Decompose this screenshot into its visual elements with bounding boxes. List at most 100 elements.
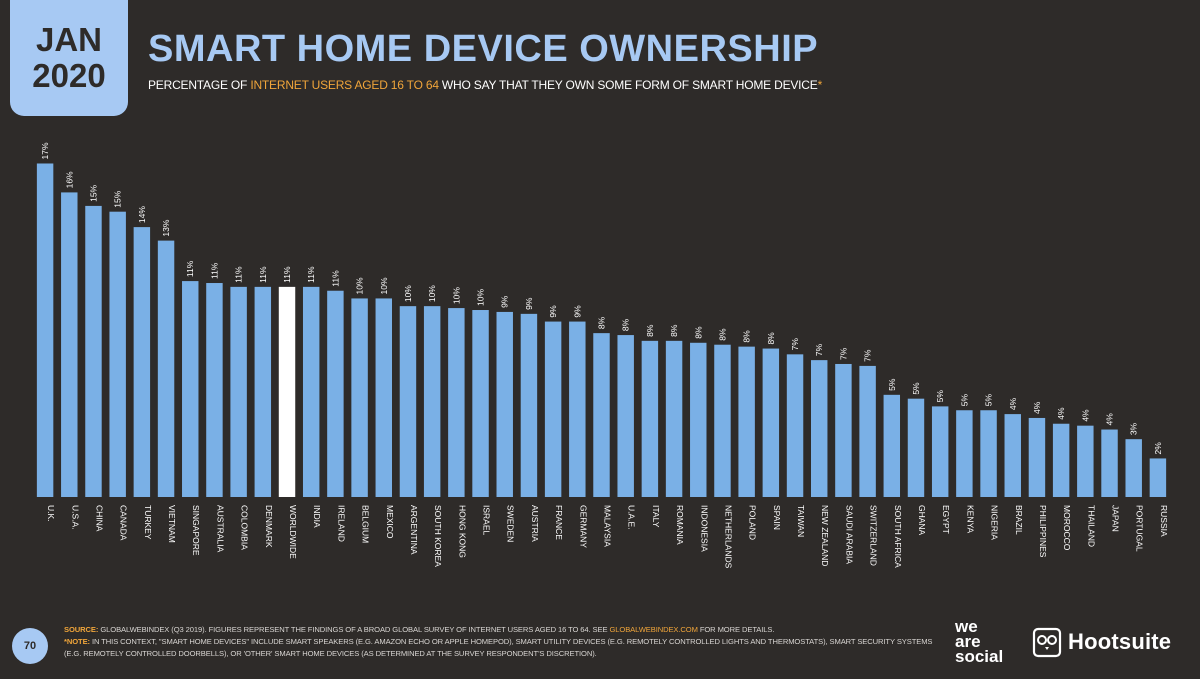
category-label-ireland: IRELAND	[336, 505, 346, 542]
bar-portugal	[1125, 439, 1142, 497]
source-text: GLOBALWEBINDEX (Q3 2019). FIGURES REPRES…	[98, 625, 610, 634]
category-label-netherlands: NETHERLANDS	[723, 505, 733, 569]
value-label-poland: 8%	[742, 330, 752, 343]
category-label-canada: CANADA	[119, 505, 129, 541]
note-text: IN THIS CONTEXT, "SMART HOME DEVICES" IN…	[64, 637, 933, 658]
value-label-japan: 4%	[1105, 413, 1115, 426]
value-label-denmark: 11%	[258, 266, 268, 283]
value-label-saudi-arabia: 7%	[838, 347, 848, 360]
value-label-israel: 10%	[476, 289, 486, 306]
bar-argentina	[399, 306, 417, 497]
value-label-philippines: 4%	[1032, 401, 1042, 414]
category-labels-group: U.K. U.S.A. CHINA CANADA TURKEY VIETNAM SINGAP…	[46, 505, 1169, 569]
bar-indonesia	[690, 342, 707, 497]
page-number-badge: 70	[12, 628, 48, 664]
hootsuite-logo: Hootsuite	[1032, 624, 1171, 660]
bar-brazil	[1004, 414, 1021, 497]
bar-belgium	[351, 298, 368, 497]
category-label-u-k: U.K.	[46, 505, 56, 522]
bar-italy	[641, 340, 659, 497]
category-label-romania: ROMANIA	[675, 505, 685, 545]
value-label-italy: 8%	[645, 324, 655, 337]
category-label-denmark: DENMARK	[264, 505, 274, 548]
category-label-nigeria: NIGERIA	[990, 505, 1000, 540]
bar-new-zealand	[811, 360, 828, 497]
bar-philippines	[1028, 417, 1046, 497]
brand-was-line-1: we	[955, 617, 978, 636]
category-label-india: INDIA	[312, 505, 322, 528]
value-label-u-k: 17%	[40, 142, 50, 159]
value-label-china: 15%	[88, 184, 98, 201]
owl-icon	[1032, 627, 1062, 658]
bar-turkey	[133, 227, 151, 498]
value-label-brazil: 4%	[1008, 397, 1018, 410]
bar-ireland	[327, 290, 344, 497]
value-label-russia: 2%	[1153, 442, 1163, 455]
value-label-spain: 8%	[766, 332, 776, 345]
category-label-philippines: PHILIPPINES	[1038, 505, 1048, 558]
category-label-brazil: BRAZIL	[1014, 505, 1024, 535]
subtitle-suffix: WHO SAY THAT THEY OWN SOME FORM OF SMART…	[438, 78, 818, 92]
bar-south-korea	[423, 306, 441, 497]
bar-thailand	[1077, 425, 1094, 497]
value-label-indonesia: 8%	[693, 326, 703, 339]
category-label-u-a-e: U.A.E.	[627, 505, 637, 530]
category-label-italy: ITALY	[651, 505, 661, 528]
value-label-ireland: 11%	[330, 270, 340, 287]
page-number: 70	[23, 640, 37, 652]
category-label-hong-kong: HONG KONG	[457, 505, 467, 558]
category-label-argentina: ARGENTINA	[409, 505, 419, 555]
bar-egypt	[931, 406, 949, 497]
subtitle-prefix: PERCENTAGE OF	[148, 78, 251, 92]
value-label-romania: 8%	[669, 324, 679, 337]
bar-colombia	[230, 286, 247, 497]
bar-denmark	[254, 286, 272, 497]
value-label-nigeria: 5%	[984, 394, 994, 407]
category-label-austria: AUSTRIA	[530, 505, 540, 542]
source-end: FOR MORE DETAILS.	[697, 625, 775, 634]
bar-russia	[1149, 458, 1167, 497]
value-label-u-a-e: 8%	[621, 318, 631, 331]
value-label-canada: 15%	[113, 190, 123, 207]
bar-hong-kong	[448, 308, 465, 497]
value-label-kenya: 5%	[959, 394, 969, 407]
source-label: SOURCE:	[64, 625, 99, 634]
category-label-thailand: THAILAND	[1086, 505, 1096, 547]
date-month: JAN	[35, 21, 103, 58]
bar-japan	[1101, 429, 1118, 497]
bar-nigeria	[980, 410, 997, 497]
category-label-morocco: MOROCCO	[1062, 505, 1072, 551]
category-label-switzerland: SWITZERLAND	[869, 505, 879, 566]
value-label-morocco: 4%	[1056, 407, 1066, 420]
source-link[interactable]: GLOBALWEBINDEX.COM	[609, 625, 698, 634]
bar-malaysia	[593, 333, 610, 497]
value-labels-group: 17% 16% 15% 15% 14% 13% 11% 11% 11% 11% 11% 11% 11% 1…	[40, 142, 1163, 454]
value-label-netherlands: 8%	[717, 328, 727, 341]
category-label-turkey: TURKEY	[143, 505, 153, 540]
value-label-sweden: 9%	[500, 295, 510, 308]
value-label-egypt: 5%	[935, 390, 945, 403]
category-label-germany: GERMANY	[578, 505, 588, 548]
bar-india	[302, 286, 320, 497]
note-line: *NOTE: IN THIS CONTEXT, "SMART HOME DEVI…	[64, 636, 944, 660]
value-label-france: 9%	[548, 305, 558, 318]
bar-mexico	[375, 298, 392, 497]
category-label-spain: SPAIN	[772, 505, 782, 530]
value-label-malaysia: 8%	[597, 316, 607, 329]
page-subtitle: PERCENTAGE OF INTERNET USERS AGED 16 TO …	[148, 78, 822, 92]
brand-was-line-2: are	[955, 632, 981, 651]
category-label-ghana: GHANA	[917, 505, 927, 536]
bar-australia	[206, 283, 223, 497]
category-label-colombia: COLOMBIA	[240, 505, 250, 550]
category-label-poland: POLAND	[748, 505, 758, 540]
bar-worldwide	[278, 286, 296, 497]
category-label-kenya: KENYA	[965, 505, 975, 534]
bar-morocco	[1052, 423, 1070, 497]
bar-austria	[520, 313, 538, 497]
value-label-australia: 11%	[209, 262, 219, 279]
category-label-australia: AUSTRALIA	[215, 505, 225, 553]
value-label-taiwan: 7%	[790, 338, 800, 351]
category-label-egypt: EGYPT	[941, 505, 951, 534]
category-label-taiwan: TAIWAN	[796, 505, 806, 537]
category-label-japan: JAPAN	[1111, 505, 1121, 532]
